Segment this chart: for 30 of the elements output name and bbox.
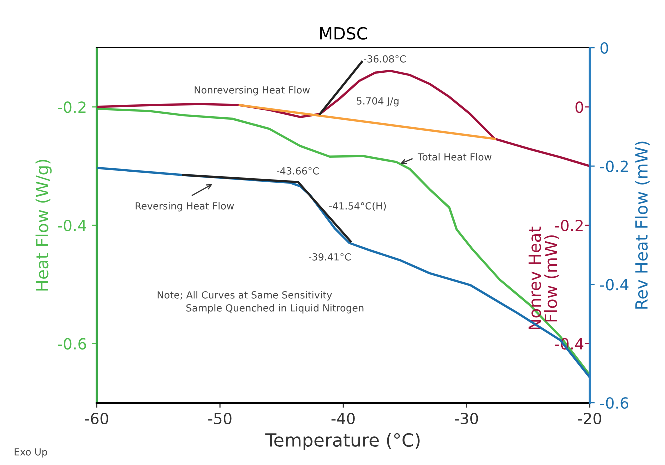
y3-tick-label: -0.4 (600, 279, 629, 291)
y-tick-label: -0.2 (58, 102, 86, 114)
x-tick-label: -20 (578, 412, 602, 425)
line-series (97, 167, 590, 379)
annotation: -41.54°C(H) (329, 202, 386, 211)
y3-tick-label: -0.6 (600, 397, 629, 410)
chart-title: MDSC (320, 27, 368, 40)
y3-tick-label: -0.2 (600, 160, 628, 172)
x-tick-label: -30 (455, 412, 478, 425)
x-tick-label: -40 (332, 412, 355, 425)
series-label: Nonreversing Heat Flow (194, 86, 310, 96)
x-tick-label: -50 (208, 412, 232, 425)
annotation: 5.704 J/g (357, 97, 399, 107)
x-tick-label: -60 (85, 412, 108, 425)
y3-axis-title: Rev Heat Flow (mW) (635, 142, 650, 309)
annotation: Note; All Curves at Same Sensitivity (158, 291, 332, 301)
text: Reversing Heat Flow (136, 202, 234, 212)
series-label: Total Heat Flow (418, 153, 492, 161)
y-tick-label: -0.4 (58, 220, 86, 232)
line-series (97, 70, 590, 168)
y-tick-label: -0.6 (58, 338, 86, 350)
y3-tick-label: 0 (600, 42, 608, 54)
annotation: -36.08°C (364, 55, 406, 63)
annotation: -43.66°C (276, 167, 319, 175)
y2-tick-label: 0 (576, 102, 584, 114)
annotation: Sample Quenched in Liquid Nitrogen (186, 304, 364, 314)
y-axis-title: Heat Flow (W/g) (36, 160, 52, 291)
text: Exo Up (14, 448, 48, 458)
annotation: -39.41°C (308, 253, 351, 261)
x-axis-title: Temperature (°C) (266, 433, 420, 451)
